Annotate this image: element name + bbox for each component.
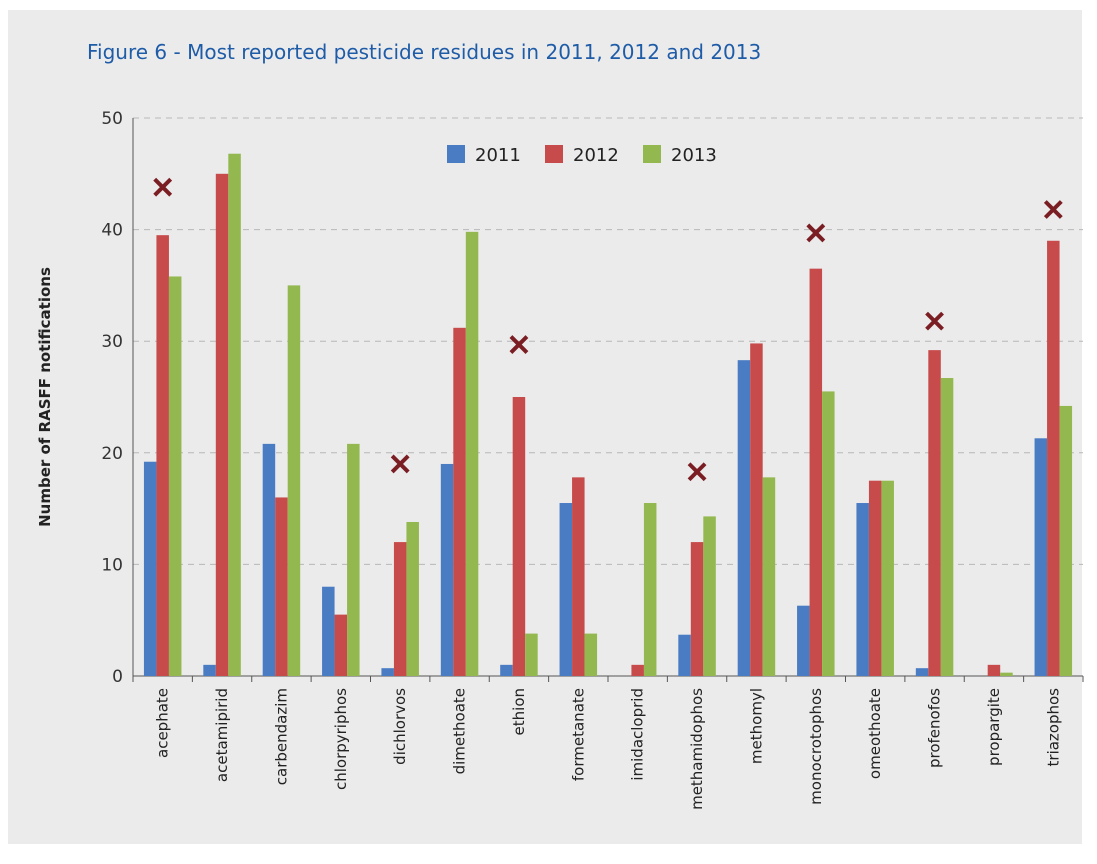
legend-swatch-2011	[447, 145, 465, 163]
bar-2012-omeothoate	[868, 480, 882, 676]
category-label: imidacloprid	[629, 688, 647, 781]
bar-2011-dimethoate	[440, 463, 454, 676]
bar-2013-dimethoate	[465, 231, 479, 676]
y-tick-label: 10	[101, 555, 123, 575]
bar-2013-formetanate	[584, 633, 598, 676]
category-label: dimethoate	[451, 688, 469, 774]
bar-2013-omeothoate	[881, 480, 894, 676]
y-tick-label: 30	[101, 332, 123, 352]
bar-2012-carbendazim	[275, 497, 288, 676]
bar-2012-triazophos	[1047, 240, 1060, 676]
category-label: ethion	[510, 688, 528, 735]
bar-2012-profenofos	[928, 350, 941, 676]
bar-2011-dichlorvos	[381, 668, 394, 676]
bar-2011-methomyl	[737, 360, 751, 676]
bar-2011-ethion	[500, 664, 513, 676]
legend-swatch-2013	[643, 145, 661, 163]
bar-2011-chlorpyriphos	[322, 586, 335, 676]
bar-2013-triazophos	[1059, 405, 1073, 676]
y-axis-label: Number of RASFF notifications	[36, 267, 54, 527]
x-marker-methamidophos	[687, 462, 707, 482]
bar-2012-acephate	[156, 235, 169, 676]
bar-2011-acetamipirid	[203, 664, 216, 676]
category-label: profenofos	[926, 688, 944, 768]
bar-2012-monocrotophos	[809, 268, 823, 676]
bar-2012-dimethoate	[453, 327, 466, 676]
bar-2011-carbendazim	[262, 443, 276, 676]
category-label: acetamipirid	[213, 688, 231, 782]
legend-label-2013: 2013	[671, 145, 717, 166]
bar-2012-dichlorvos	[393, 542, 407, 676]
y-tick-label: 0	[112, 667, 123, 687]
bar-2011-monocrotophos	[797, 605, 810, 676]
bar-2012-methamidophos	[690, 542, 704, 676]
category-label: acephate	[154, 688, 172, 758]
category-label: formetanate	[569, 688, 587, 781]
bar-2013-ethion	[525, 633, 538, 676]
category-label: methamidophos	[688, 688, 706, 810]
category-label: monocrotophos	[807, 688, 825, 805]
bar-2011-acephate	[143, 461, 157, 676]
x-marker-acephate	[153, 177, 173, 197]
bar-2013-acetamipirid	[228, 153, 241, 676]
bar-2012-methomyl	[750, 343, 763, 676]
bar-2012-imidacloprid	[631, 664, 644, 676]
x-marker-profenofos	[925, 311, 944, 331]
legend-label-2011: 2011	[475, 145, 521, 166]
x-marker-monocrotophos	[806, 223, 826, 243]
legend-label-2012: 2012	[573, 145, 619, 166]
bar-2013-chlorpyriphos	[347, 443, 360, 676]
category-label: triazophos	[1044, 688, 1062, 767]
bar-2013-methomyl	[762, 477, 776, 676]
category-label: carbendazim	[272, 688, 290, 785]
category-label: methomyl	[747, 688, 765, 764]
category-label: dichlorvos	[391, 688, 409, 765]
y-tick-label: 40	[101, 221, 123, 241]
bar-2011-triazophos	[1034, 438, 1048, 676]
y-tick-label: 20	[101, 444, 123, 464]
bar-2013-methamidophos	[703, 516, 716, 676]
chart-title: Figure 6 - Most reported pesticide resid…	[87, 40, 762, 64]
y-tick-label: 50	[101, 109, 123, 129]
bar-2012-formetanate	[572, 477, 585, 676]
x-marker-dichlorvos	[390, 454, 410, 474]
category-label: omeothoate	[866, 688, 884, 779]
bar-2013-dichlorvos	[406, 521, 419, 676]
category-label: propargite	[985, 688, 1003, 766]
bar-2013-acephate	[168, 276, 182, 676]
x-marker-ethion	[509, 335, 529, 354]
bar-2011-omeothoate	[856, 503, 869, 676]
bar-2013-imidacloprid	[643, 503, 657, 676]
bar-2013-carbendazim	[287, 285, 301, 676]
bar-2013-monocrotophos	[822, 391, 835, 676]
bar-2012-propargite	[987, 664, 1001, 676]
bar-2011-methamidophos	[678, 634, 691, 676]
bar-2012-acetamipirid	[215, 173, 229, 677]
x-marker-triazophos	[1043, 200, 1063, 219]
bar-2013-profenofos	[940, 378, 954, 676]
bar-2012-ethion	[512, 397, 526, 676]
bar-2011-formetanate	[559, 503, 573, 676]
bar-2013-propargite	[1000, 672, 1013, 676]
bar-2012-chlorpyriphos	[334, 614, 348, 676]
bar-2011-profenofos	[915, 668, 929, 676]
legend-swatch-2012	[545, 145, 563, 163]
category-label: chlorpyriphos	[332, 688, 350, 790]
